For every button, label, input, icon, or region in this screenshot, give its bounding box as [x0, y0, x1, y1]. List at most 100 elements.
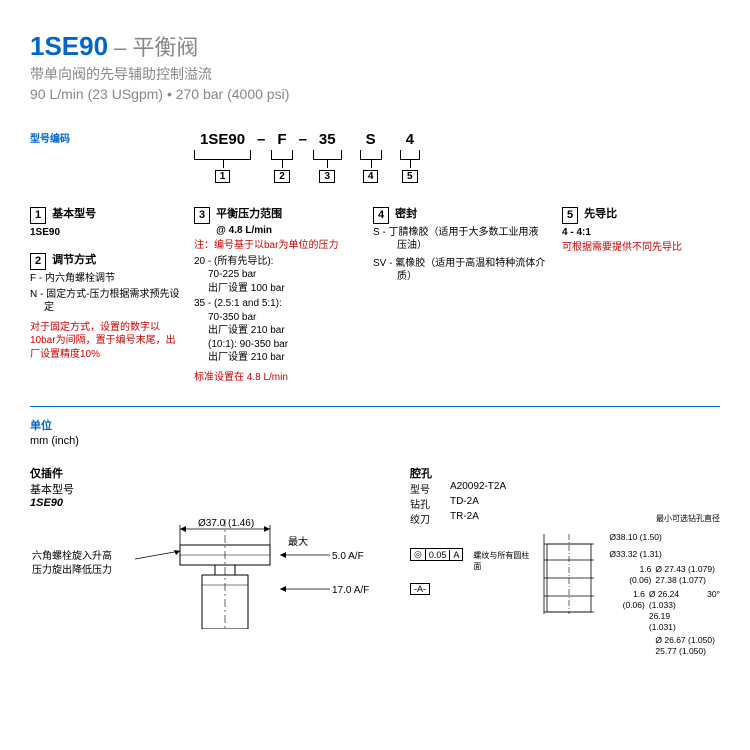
cavity-reamer-v: TR-2A — [450, 511, 479, 526]
head-pressure: 平衡压力范围 — [216, 207, 282, 222]
col-pressure: 3 平衡压力范围 @ 4.8 L/min 注：编号基于以bar为单位的压力 20… — [194, 207, 359, 384]
cavity-drill-v: TD-2A — [450, 496, 479, 511]
code-seg-1: 1SE90 1 — [194, 131, 251, 183]
code-seg-2: F 2 — [271, 131, 292, 183]
numbox-4: 4 — [373, 207, 389, 224]
adjust-note: 对于固定方式，设置的数字以10bar为间隔，置于编号末尾，出厂设置精度10% — [30, 321, 180, 362]
code-seg-5: 4 5 — [400, 131, 420, 183]
code-text-5: 4 — [400, 131, 420, 150]
gdt-symbol: ◎ — [411, 549, 426, 560]
cavity-reamer-k: 绞刀 — [410, 511, 444, 526]
dim-angle: 30° — [707, 589, 720, 633]
cavity-model-v: A20092-T2A — [450, 481, 506, 496]
cartridge-panel: 仅插件 基本型号 1SE90 — [30, 465, 390, 656]
datum-a: -A- — [410, 583, 430, 595]
code-num-2: 2 — [274, 170, 290, 183]
code-text-3: 35 — [313, 131, 342, 150]
numbox-1: 1 — [30, 207, 46, 224]
product-name: 平衡阀 — [132, 30, 198, 62]
subtitle-spec: 90 L/min (23 USgpm) • 270 bar (4000 psi) — [30, 86, 720, 102]
basic-model-italic: 1SE90 — [30, 497, 390, 509]
svg-note2: 压力旋出降低压力 — [32, 563, 112, 576]
numbox-5: 5 — [562, 207, 578, 224]
seal-s: S - 丁腈橡胶（适用于大多数工业用液压油） — [397, 226, 548, 253]
dim-d5b: 25.77 (1.050) — [655, 646, 715, 657]
gdt-datum: A — [450, 550, 462, 560]
p35-b: 70-350 bar — [208, 311, 359, 325]
dim-d3b: 27.38 (1.077) — [655, 575, 715, 586]
svg-af1: 5.0 A/F — [332, 551, 364, 562]
dim-d1: Ø38.10 (1.50) — [609, 532, 720, 543]
option-columns: 1 基本型号 1SE90 2 调节方式 F - 内六角螺栓调节 N - 固定方式-压… — [30, 207, 720, 384]
code-num-4: 4 — [363, 170, 379, 183]
pressure-note-label: 注： — [194, 240, 214, 251]
head-basic: 基本型号 — [52, 207, 96, 222]
col-pilot: 5 先导比 4 - 4:1 可根据需要提供不同先导比 — [562, 207, 717, 255]
ordering-code-row: 1SE90 1 – F 2 – 35 3 S 4 4 5 — [190, 131, 720, 183]
cavity-dims: Ø38.10 (1.50) Ø33.32 (1.31) 1.6(0.06) Ø … — [609, 532, 720, 656]
head-pilot: 先导比 — [584, 207, 617, 222]
title-row: 1SE90 – 平衡阀 — [30, 30, 720, 62]
p20-a: 20 - (所有先导比): — [208, 255, 359, 269]
code-num-1: 1 — [215, 170, 231, 183]
dim-d5a: Ø 26.67 (1.050) — [655, 635, 715, 646]
subtitle-desc: 带单向阀的先导辅助控制溢流 — [30, 64, 720, 84]
units-value: mm (inch) — [30, 435, 720, 447]
thread-note: 螺纹与所有圆柱面 — [473, 550, 529, 572]
cavity-drawing — [539, 534, 599, 616]
cavity-panel: 腔孔 型号 A20092-T2A 钻孔 TD-2A 绞刀 TR-2A 最小可选钻孔直径… — [410, 465, 720, 656]
dim-t2a: 1.6 — [609, 589, 644, 600]
p35-c: 出厂设置 210 bar — [208, 324, 359, 338]
min-hole-note: 最小可选钻孔直径 — [656, 513, 720, 524]
divider-line — [30, 406, 720, 407]
pilot-note: 可根据需要提供不同先导比 — [562, 241, 717, 255]
code-num-3: 3 — [319, 170, 335, 183]
cartridge-drawing: Ø37.0 (1.46) 最大 5.0 A/F 17.0 A/F 六角螺栓旋入升… — [30, 519, 390, 632]
svg-max: 最大 — [288, 535, 308, 548]
model-number: 1SE90 — [30, 31, 108, 62]
p35-e: 出厂设置 210 bar — [208, 351, 359, 365]
numbox-3: 3 — [194, 207, 210, 224]
col-basic-and-adjust: 1 基本型号 1SE90 2 调节方式 F - 内六角螺栓调节 N - 固定方式-压… — [30, 207, 180, 361]
p20-b: 70-225 bar — [208, 268, 359, 282]
basic-model-val: 1SE90 — [30, 226, 180, 240]
gdt-frame: ◎ 0.05 A — [410, 548, 463, 561]
opt-n: N - 固定方式-压力根据需求预先设定 — [44, 288, 180, 315]
code-dash-2: – — [297, 131, 309, 150]
code-seg-4: S 4 — [360, 131, 382, 183]
dim-d2: Ø33.32 (1.31) — [609, 549, 720, 560]
dim-t1a: 1.6 — [609, 564, 651, 575]
svg-af2: 17.0 A/F — [332, 585, 369, 596]
p35-d: (10:1): 90-350 bar — [208, 338, 359, 352]
svg-note1: 六角螺栓旋入升高 — [32, 549, 112, 562]
pressure-note-text: 编号基于以bar为单位的压力 — [214, 240, 338, 251]
code-seg-3: 35 3 — [313, 131, 342, 183]
numbox-2: 2 — [30, 253, 46, 270]
code-text-2: F — [271, 131, 292, 150]
head-pressure-sub: @ 4.8 L/min — [216, 224, 282, 238]
head-adjust: 调节方式 — [52, 253, 96, 268]
cavity-head: 腔孔 — [410, 465, 720, 481]
p35-a: 35 - (2.5:1 and 5:1): — [208, 297, 359, 311]
dim-t1b: (0.06) — [609, 575, 651, 586]
units-label: 单位 — [30, 417, 720, 433]
cartridge-label: 仅插件 — [30, 465, 390, 481]
opt-f: F - 内六角螺栓调节 — [44, 272, 180, 286]
col-seal: 4 密封 S - 丁腈橡胶（适用于大多数工业用液压油） SV - 氟橡胶（适用于高… — [373, 207, 548, 284]
seal-sv: SV - 氟橡胶（适用于高温和特种流体介质） — [397, 257, 548, 284]
dim-d3a: Ø 27.43 (1.079) — [655, 564, 715, 575]
code-dash-1: – — [255, 131, 267, 150]
cavity-drill-k: 钻孔 — [410, 496, 444, 511]
dim-d4a: Ø 26.24 (1.033) — [649, 589, 699, 611]
code-num-5: 5 — [402, 170, 418, 183]
code-text-1: 1SE90 — [194, 131, 251, 150]
code-text-4: S — [360, 131, 382, 150]
std-setting: 标准设置在 4.8 L/min — [194, 371, 359, 385]
p20-c: 出厂设置 100 bar — [208, 282, 359, 296]
cavity-model-k: 型号 — [410, 481, 444, 496]
dim-t2b: (0.06) — [609, 600, 644, 611]
svg-dia: Ø37.0 (1.46) — [198, 519, 254, 529]
pilot-ratio: 4 - 4:1 — [562, 226, 717, 240]
head-seal: 密封 — [395, 207, 417, 222]
gdt-tol: 0.05 — [426, 550, 451, 560]
